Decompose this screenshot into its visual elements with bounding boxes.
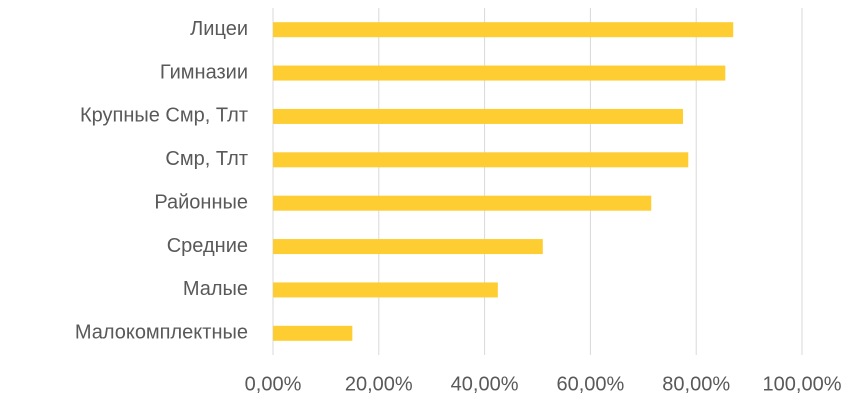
x-tick-label: 40,00% xyxy=(451,373,519,395)
y-tick-label: Крупные Смр, Тлт xyxy=(80,105,248,127)
bar xyxy=(273,152,689,168)
y-tick-label: Смр, Тлт xyxy=(165,148,248,170)
bar xyxy=(273,195,652,211)
bar xyxy=(273,108,683,124)
bar xyxy=(273,325,353,341)
y-tick-label: Гимназии xyxy=(160,61,248,83)
bar xyxy=(273,65,726,81)
y-tick-label: Малые xyxy=(183,278,248,300)
y-tick-label: Районные xyxy=(154,191,248,213)
x-tick-label: 0,00% xyxy=(245,373,302,395)
bar xyxy=(273,239,543,255)
y-tick-label: Средние xyxy=(167,235,248,257)
y-tick-label: Лицеи xyxy=(190,18,248,40)
x-tick-label: 80,00% xyxy=(662,373,730,395)
x-tick-label: 60,00% xyxy=(556,373,624,395)
x-tick-label: 20,00% xyxy=(345,373,413,395)
y-tick-label: Малокомплектные xyxy=(75,322,248,344)
bar xyxy=(273,282,498,298)
x-tick-label: 100,00% xyxy=(763,373,842,395)
bar xyxy=(273,22,734,38)
